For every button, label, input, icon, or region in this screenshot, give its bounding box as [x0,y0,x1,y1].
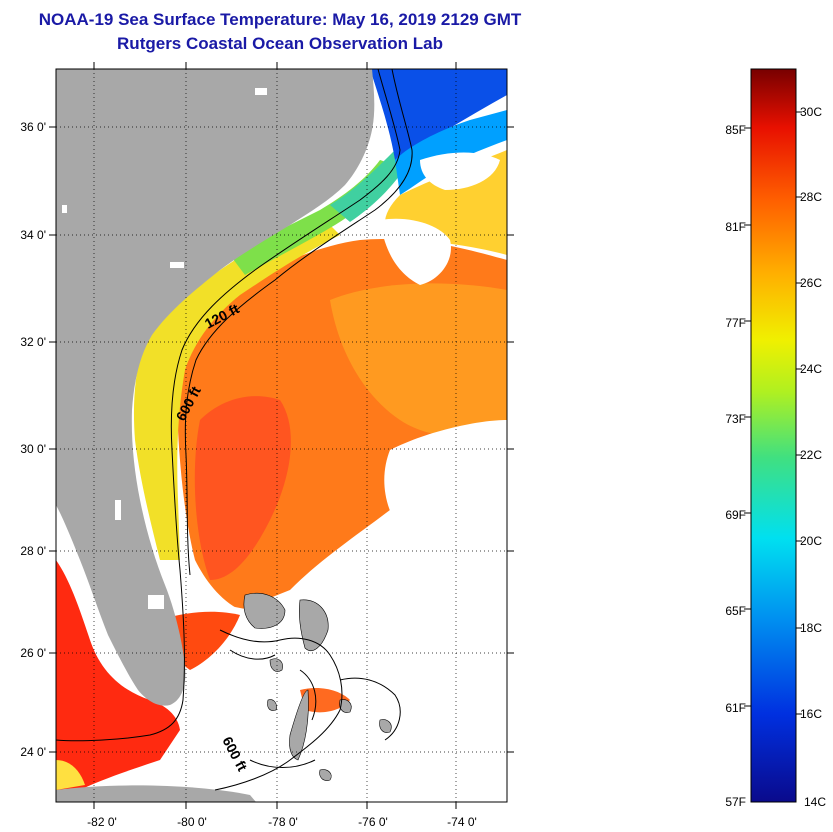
colorbar-label-f: 73F [725,412,746,426]
map-subtitle: Rutgers Coastal Ocean Observation Lab [117,34,443,53]
land-mass [56,69,375,706]
lon-label: -82 0' [87,815,117,829]
colorbar-label-c: 18C [800,621,822,635]
colorbar-ticks [744,111,802,715]
lat-label: 36 0' [20,120,46,134]
lat-label: 24 0' [20,745,46,759]
colorbar-label-c: 14C [804,795,826,809]
lat-label: 34 0' [20,228,46,242]
lat-label: 28 0' [20,544,46,558]
colorbar-label-f: 57F [725,795,746,809]
colorbar-label-c: 16C [800,707,822,721]
sst-field [56,69,507,802]
lat-label: 30 0' [20,442,46,456]
colorbar-label-f: 65F [725,604,746,618]
colorbar-label-c: 24C [800,362,822,376]
colorbar-label-c: 26C [800,276,822,290]
colorbar-label-f: 85F [725,123,746,137]
temperature-colorbar [750,68,797,803]
lat-label: 32 0' [20,335,46,349]
colorbar-label-f: 77F [725,316,746,330]
cuba-land [56,785,256,802]
colorbar-label-f: 69F [725,508,746,522]
colorbar-label-f: 81F [725,220,746,234]
lat-label: 26 0' [20,646,46,660]
inland-water [62,88,267,609]
bathymetry-contours [56,69,413,791]
bahamas-islands [243,592,392,781]
colorbar-label-c: 20C [800,534,822,548]
colorbar-label-c: 28C [800,190,822,204]
cold-water [370,69,507,160]
map-title: NOAA-19 Sea Surface Temperature: May 16,… [38,10,522,29]
colorbar-label-f: 61F [725,701,746,715]
lon-label: -76 0' [358,815,388,829]
map-frame [55,68,508,803]
lon-label: -78 0' [268,815,298,829]
shelf-water-band [133,215,340,560]
map-ticks [49,62,514,809]
lon-label: -80 0' [177,815,207,829]
colorbar-label-c: 30C [800,105,822,119]
gulf-of-mexico-warm-water [56,560,180,795]
colorbar-label-c: 22C [800,448,822,462]
lon-label: -74 0' [447,815,477,829]
